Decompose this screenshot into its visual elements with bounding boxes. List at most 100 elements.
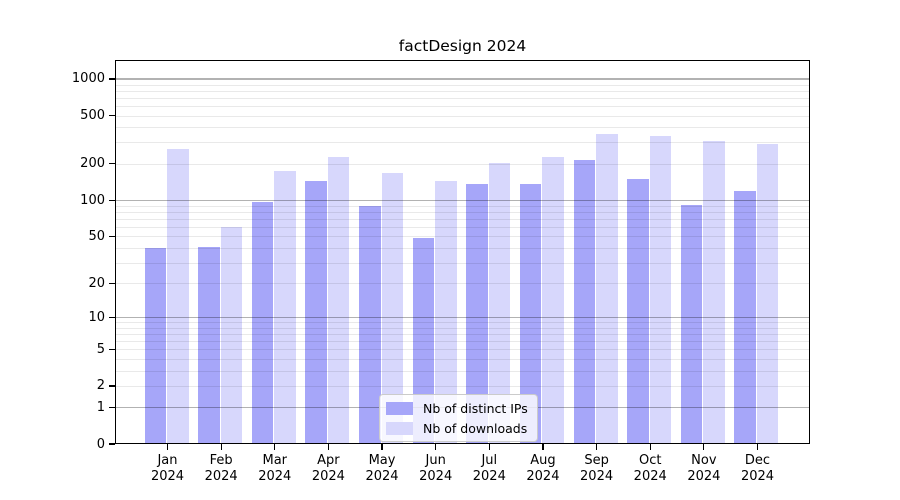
legend-label-distinct-ips: Nb of distinct IPs (423, 400, 528, 416)
x-tick-mark (220, 444, 222, 450)
x-tick-label-may: May 2024 (365, 453, 399, 484)
gridline-minor (115, 327, 810, 329)
gridline-major (115, 78, 810, 80)
gridline-minor (115, 127, 810, 129)
x-tick-label-apr: Apr 2024 (311, 453, 345, 484)
bar-ips-mar (251, 202, 274, 444)
legend-row-distinct-ips: Nb of distinct IPs (386, 400, 528, 416)
bar-ips-jan (144, 247, 166, 444)
y-tick-mark (109, 316, 115, 318)
bar-downloads-dec (756, 144, 779, 444)
bar-downloads-jun (435, 180, 457, 444)
y-tick-mark (109, 114, 115, 117)
x-tick-mark (542, 444, 544, 450)
gridline-minor (115, 322, 810, 324)
gridline-minor (115, 262, 810, 264)
y-tick-mark (109, 199, 115, 201)
y-tick-label: 0 (96, 436, 105, 452)
y-tick-label: 20 (88, 275, 105, 291)
x-tick-label-jun: Jun 2024 (419, 453, 453, 484)
y-tick-label: 500 (80, 108, 105, 124)
x-tick-label-dec: Dec 2024 (740, 453, 775, 484)
y-tick-label: 50 (88, 228, 105, 244)
x-tick-mark (327, 444, 329, 450)
gridline-minor (115, 105, 810, 107)
bar-downloads-jan (167, 149, 189, 444)
gridline-minor (115, 205, 810, 207)
bar-downloads-jul (488, 163, 511, 444)
x-tick-label-sep: Sep 2024 (580, 453, 614, 484)
x-tick-mark (595, 444, 598, 450)
gridline-minor (115, 90, 810, 92)
legend: Nb of distinct IPs Nb of downloads (379, 394, 538, 442)
bar-ips-apr (305, 180, 327, 444)
gridline-minor (115, 226, 810, 228)
bar-ips-feb (198, 246, 220, 444)
y-tick-label: 2 (96, 378, 105, 394)
gridline-minor (115, 211, 810, 213)
gridline-major (115, 199, 810, 201)
bar-ips-nov (680, 204, 703, 444)
y-tick-mark (109, 385, 115, 387)
x-tick-mark (274, 444, 276, 450)
bar-downloads-sep (596, 133, 618, 444)
gridline-minor (115, 358, 810, 360)
gridline-minor (115, 97, 810, 99)
bar-ips-aug (519, 184, 542, 444)
gridline-minor (115, 163, 810, 165)
bar-ips-oct (627, 178, 649, 444)
gridline-minor (115, 349, 810, 351)
legend-label-downloads: Nb of downloads (423, 420, 528, 436)
y-tick-mark (109, 443, 115, 445)
x-tick-label-mar: Mar 2024 (258, 453, 292, 484)
bar-downloads-aug (542, 156, 564, 444)
x-tick-label-nov: Nov 2024 (687, 453, 721, 484)
x-tick-mark (166, 444, 169, 450)
y-tick-mark (109, 235, 115, 237)
legend-swatch-distinct-ips (386, 401, 413, 415)
y-tick-label: 10 (88, 309, 105, 325)
legend-row-downloads: Nb of downloads (386, 420, 528, 436)
y-tick-mark (109, 406, 115, 408)
x-tick-mark (488, 444, 490, 450)
gridline-minor (115, 385, 810, 387)
x-tick-label-aug: Aug 2024 (526, 453, 560, 484)
x-tick-mark (756, 444, 759, 450)
x-tick-label-oct: Oct 2024 (633, 453, 667, 484)
x-tick-mark (649, 444, 651, 450)
y-tick-mark (109, 78, 115, 80)
y-tick-mark (109, 282, 115, 284)
legend-swatch-downloads (386, 421, 413, 435)
bar-downloads-mar (274, 170, 296, 444)
gridline-major (115, 316, 810, 318)
bar-downloads-apr (327, 156, 350, 444)
gridline-minor (115, 341, 810, 343)
x-tick-mark (703, 444, 705, 450)
y-tick-label: 200 (80, 156, 105, 172)
gridline-minor (115, 247, 810, 249)
x-tick-mark (435, 444, 437, 450)
gridline-minor (115, 142, 810, 144)
gridline-minor (115, 283, 810, 285)
gridline-minor (115, 236, 810, 238)
bar-ips-dec (734, 190, 756, 444)
bar-ips-sep (573, 159, 596, 444)
chart-title: factDesign 2024 (398, 37, 527, 55)
gridline-minor (115, 370, 810, 372)
y-tick-label: 1000 (71, 71, 105, 87)
bar-downloads-nov (703, 140, 725, 444)
y-tick-label: 5 (96, 341, 105, 357)
y-tick-label: 100 (80, 192, 105, 208)
bar-downloads-oct (649, 136, 672, 444)
gridline-minor (115, 334, 810, 336)
y-tick-mark (109, 163, 115, 165)
x-tick-label-jan: Jan 2024 (150, 453, 185, 484)
y-tick-label: 1 (96, 399, 105, 415)
bar-ips-jun (412, 238, 435, 444)
x-tick-label-jul: Jul 2024 (472, 453, 506, 484)
x-tick-mark (381, 444, 383, 450)
y-tick-mark (109, 348, 115, 350)
bar-ips-may (359, 205, 381, 444)
bar-downloads-may (381, 172, 404, 444)
